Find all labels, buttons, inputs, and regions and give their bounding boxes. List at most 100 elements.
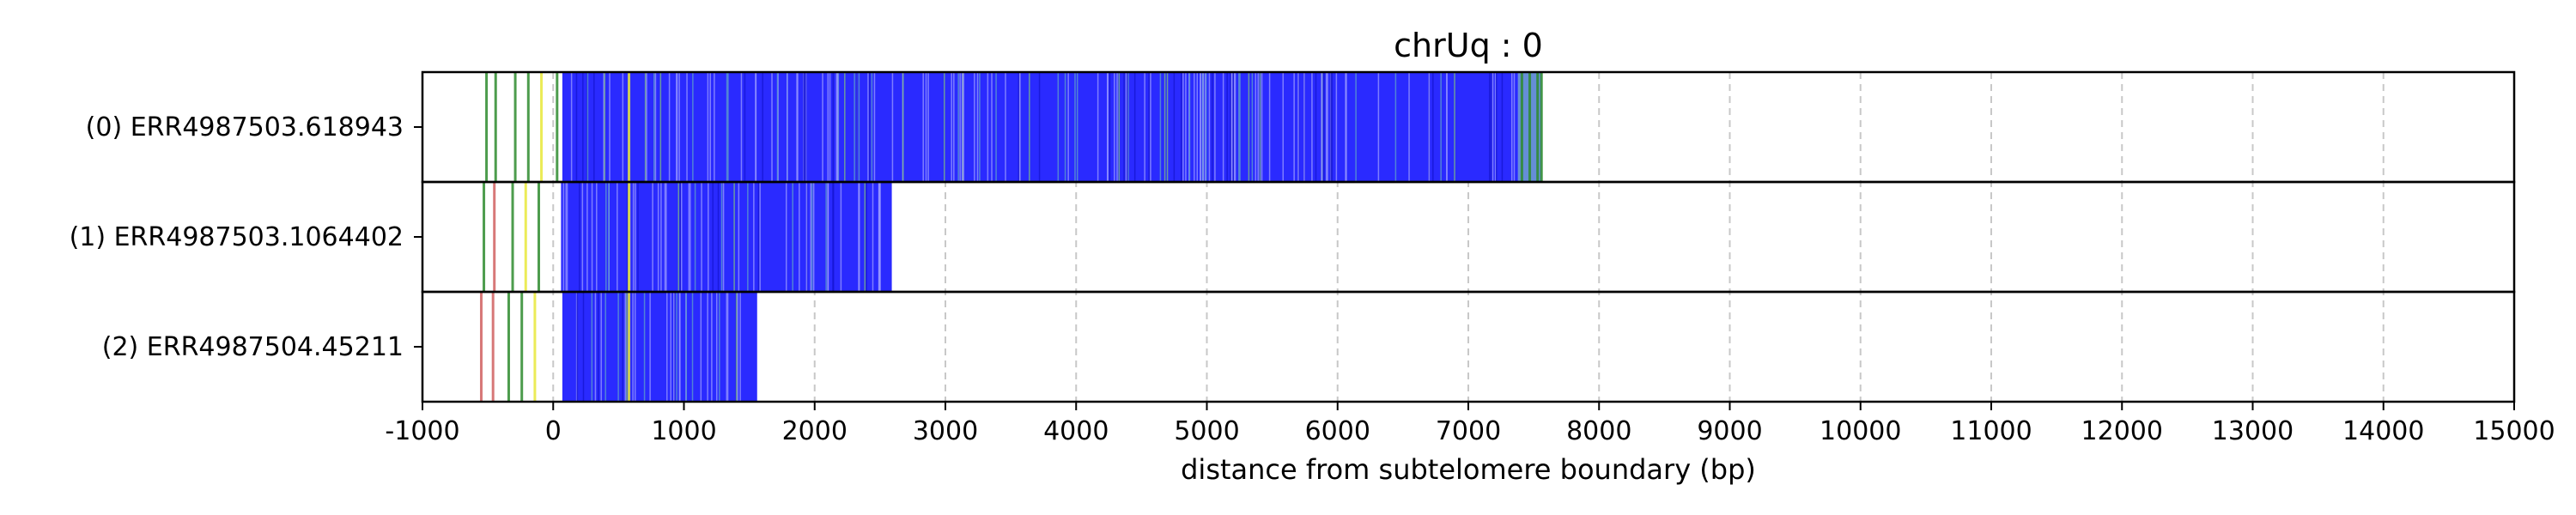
repeat-texture-line (677, 182, 680, 292)
repeat-texture-line (1335, 72, 1338, 182)
repeat-texture-line (1355, 72, 1357, 182)
repeat-texture-line (1057, 72, 1060, 182)
repeat-texture-line (586, 182, 588, 292)
repeat-texture-line (797, 72, 799, 182)
repeat-texture-line (827, 72, 829, 182)
repeat-texture-line (666, 292, 668, 402)
repeat-texture-line (836, 72, 839, 182)
repeat-texture-line (1222, 72, 1224, 182)
repeat-texture-line (691, 292, 694, 402)
repeat-texture-line (1226, 72, 1228, 182)
repeat-texture-line (805, 182, 808, 292)
repeat-texture-line (711, 292, 713, 402)
repeat-texture-line (1257, 72, 1260, 182)
repeat-texture-line (1311, 72, 1313, 182)
repeat-texture-line (1127, 72, 1129, 182)
repeat-texture-line (953, 72, 955, 182)
repeat-texture-line (873, 72, 876, 182)
repeat-texture-line (685, 292, 688, 402)
repeat-texture-line (1248, 72, 1250, 182)
repeat-texture-line (866, 182, 867, 292)
x-tick-label: 6000 (1305, 416, 1370, 446)
repeat-block (562, 72, 1518, 182)
variant-mark (513, 72, 517, 182)
repeat-texture-line (604, 72, 605, 182)
repeat-texture-line (959, 72, 961, 182)
repeat-texture-line (586, 72, 588, 182)
repeat-texture-line (835, 72, 838, 182)
repeat-texture-line (1107, 72, 1109, 182)
repeat-texture-line (570, 72, 573, 182)
repeat-texture-line (659, 72, 662, 182)
repeat-texture-line (1494, 72, 1497, 182)
repeat-texture-line (1163, 72, 1166, 182)
repeat-texture-line (1259, 72, 1261, 182)
repeat-texture-line (827, 182, 829, 292)
repeat-texture-line (1346, 72, 1347, 182)
repeat-texture-line (787, 72, 788, 182)
repeat-texture-line (957, 72, 959, 182)
repeat-texture-line (1018, 72, 1020, 182)
repeat-texture-line (717, 182, 720, 292)
repeat-texture-line (649, 292, 651, 402)
repeat-texture-line (974, 72, 975, 182)
repeat-texture-line (678, 72, 680, 182)
repeat-texture-line (694, 182, 696, 292)
repeat-texture-line (1076, 72, 1078, 182)
repeat-texture-line (1212, 72, 1213, 182)
repeat-texture-line (566, 182, 568, 292)
repeat-texture-line (1196, 72, 1199, 182)
repeat-texture-line (582, 72, 584, 182)
x-tick-label: 5000 (1174, 416, 1239, 446)
repeat-texture-line (762, 72, 763, 182)
repeat-texture-line (690, 182, 691, 292)
x-axis: -1000 0 1000 2000 3000 4000 5000 6000 7000 8000 90… (385, 402, 2555, 446)
repeat-texture-line (688, 182, 690, 292)
repeat-texture-line (1428, 72, 1431, 182)
repeat-texture-line (837, 72, 840, 182)
variant-mark (1528, 72, 1532, 182)
repeat-texture-line (1148, 72, 1150, 182)
repeat-texture-line (646, 72, 647, 182)
repeat-texture-line (944, 72, 945, 182)
repeat-texture-line (605, 182, 607, 292)
repeat-texture-line (562, 182, 565, 292)
variant-mark (556, 72, 559, 182)
repeat-texture-line (653, 72, 655, 182)
x-tick-label: 14000 (2342, 416, 2424, 446)
repeat-texture-line (701, 182, 702, 292)
repeat-texture-line (1345, 72, 1346, 182)
variant-mark (540, 72, 544, 182)
repeat-texture-line (922, 72, 924, 182)
repeat-texture-line (747, 182, 749, 292)
repeat-texture-line (665, 182, 667, 292)
repeat-texture-line (582, 292, 585, 402)
repeat-texture-line (1144, 72, 1145, 182)
variant-mark (526, 72, 530, 182)
repeat-texture-line (673, 292, 675, 402)
repeat-texture-line (644, 72, 647, 182)
repeat-texture-line (686, 72, 688, 182)
repeat-texture-line (1232, 72, 1234, 182)
repeat-texture-line (1492, 72, 1494, 182)
repeat-texture-line (676, 72, 677, 182)
repeat-texture-line (753, 182, 755, 292)
repeat-texture-line (1127, 72, 1128, 182)
repeat-texture-line (1214, 72, 1216, 182)
repeat-texture-line (576, 292, 579, 402)
repeat-texture-line (1303, 72, 1305, 182)
variant-mark (1536, 72, 1540, 182)
repeat-texture-line (608, 182, 610, 292)
x-tick-label: 10000 (1820, 416, 1901, 446)
repeat-texture-line (603, 72, 605, 182)
repeat-texture-line (810, 182, 811, 292)
repeat-texture-line (963, 72, 965, 182)
repeat-texture-line (680, 182, 683, 292)
repeat-texture-line (593, 72, 595, 182)
variant-mark (1520, 72, 1523, 182)
repeat-texture-line (617, 292, 619, 402)
repeat-texture-line (832, 72, 835, 182)
repeat-texture-line (716, 292, 718, 402)
